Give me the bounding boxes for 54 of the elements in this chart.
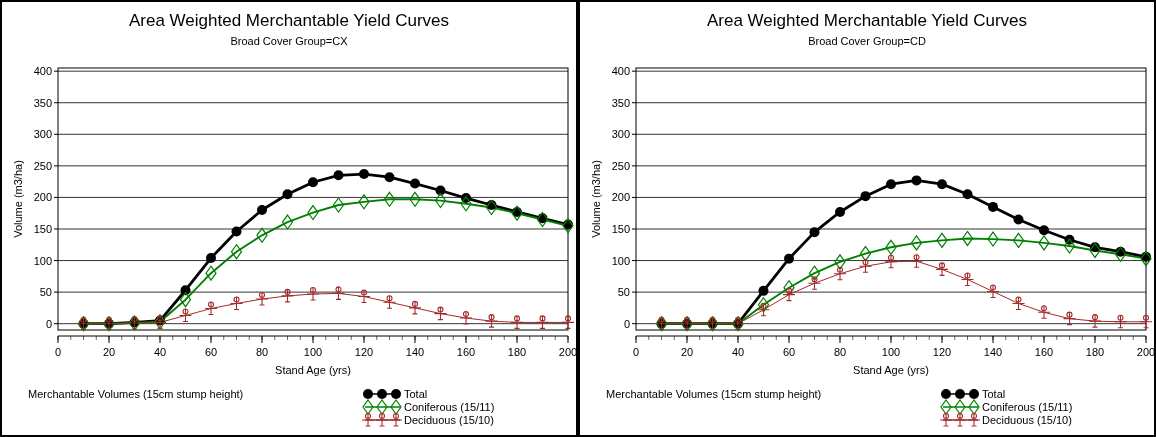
chart-title: Area Weighted Merchantable Yield Curves [128,11,450,30]
y-axis-title: Volume (m3/ha) [12,160,24,238]
x-tick-label: 180 [1085,346,1105,358]
y-tick-label: 350 [611,96,630,109]
x-tick-label: 60 [782,346,796,358]
legend-title: Merchantable Volumes (15cm stump height) [28,388,244,400]
x-axis-title: Stand Age (yrs) [853,364,929,376]
x-tick-label: 120 [932,346,952,358]
y-tick-label: 300 [611,128,630,141]
x-tick-label: 160 [1034,346,1054,358]
chart-subtitle: Broad Cover Group=CX [230,35,349,47]
x-tick-label: 60 [204,346,218,358]
y-tick-label: 50 [617,286,630,299]
y-tick-label: 400 [611,65,630,78]
x-tick-label: 120 [354,346,374,358]
chart-subtitle: Broad Cover Group=CD [808,35,926,47]
legend-label: Coniferous (15/11) [404,401,495,413]
x-tick-label: 20 [102,346,116,358]
y-tick-label: 300 [33,128,52,141]
x-tick-label: 80 [255,346,269,358]
x-tick-label: 80 [833,346,847,358]
x-tick-label: 140 [405,346,425,358]
x-tick-label: 160 [456,346,476,358]
y-tick-label: 200 [611,191,630,204]
legend-label: Deciduous (15/10) [404,414,494,426]
x-tick-label: 0 [54,346,62,358]
x-tick-label: 180 [507,346,527,358]
x-tick-label: 140 [983,346,1003,358]
legend-label: Total [982,388,1006,400]
legend-label: Deciduous (15/10) [982,414,1072,426]
x-tick-label: 100 [881,346,901,358]
y-tick-label: 250 [33,159,52,172]
y-tick-label: 50 [39,286,52,299]
y-tick-label: 100 [611,254,630,267]
legend-label: Total [404,388,428,400]
x-tick-label: 0 [632,346,640,358]
legend-label: Coniferous (15/11) [982,401,1073,413]
legend-title: Merchantable Volumes (15cm stump height) [606,388,822,400]
y-tick-label: 150 [611,222,630,235]
y-tick-label: 150 [33,222,52,235]
chart-title: Area Weighted Merchantable Yield Curves [706,11,1028,30]
y-axis-title: Volume (m3/ha) [590,160,602,238]
x-tick-label: 20 [680,346,694,358]
y-tick-label: 400 [33,65,52,78]
y-tick-label: 350 [33,96,52,109]
x-axis-title: Stand Age (yrs) [275,364,351,376]
y-tick-label: 0 [45,317,52,330]
y-tick-label: 100 [33,254,52,267]
y-tick-label: 0 [623,317,630,330]
x-tick-label: 40 [153,346,167,358]
y-tick-label: 200 [33,191,52,204]
x-tick-label: 100 [303,346,323,358]
x-tick-label: 40 [731,346,745,358]
y-tick-label: 250 [611,159,630,172]
